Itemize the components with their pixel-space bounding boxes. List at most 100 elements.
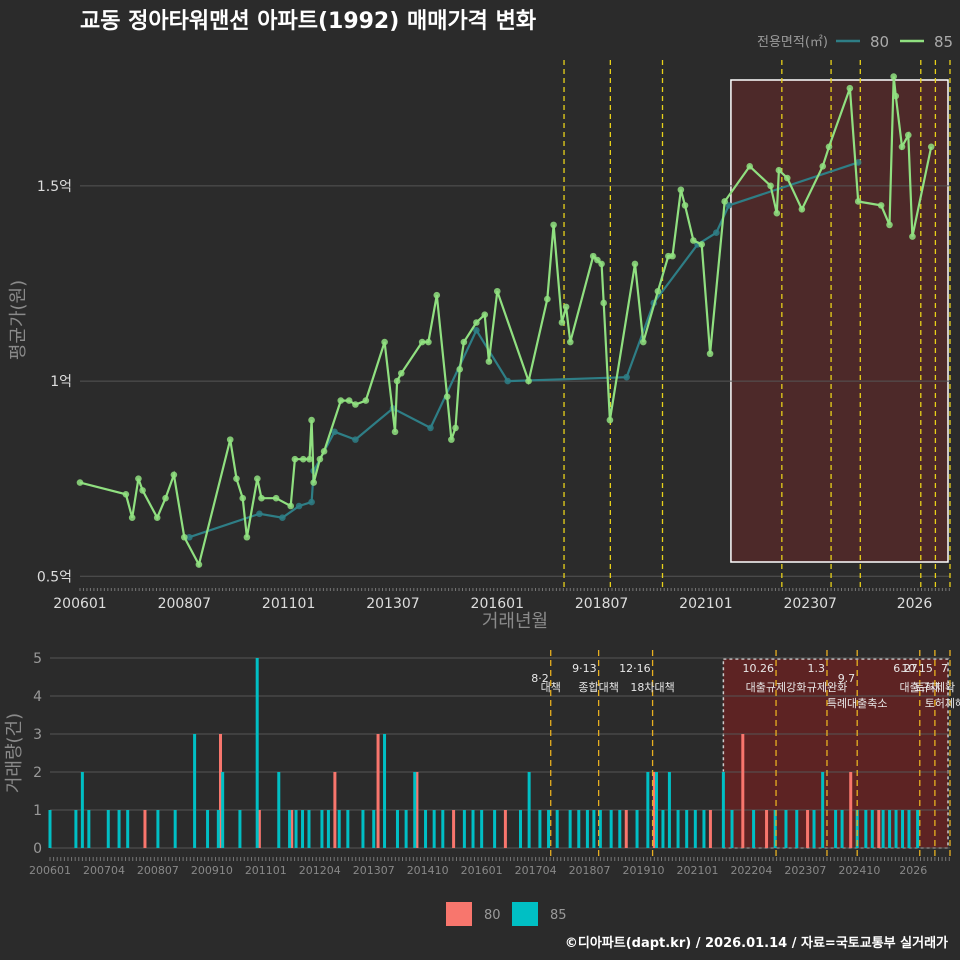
series-85-point [904, 131, 912, 139]
volume-bar-85 [527, 772, 531, 848]
series-85-point [452, 424, 459, 432]
volume-bar-85 [193, 734, 197, 848]
series-85-point [233, 475, 240, 482]
policy-date: 10.26 [743, 662, 775, 675]
volume-bar-80 [143, 810, 147, 848]
series-85-point [681, 202, 689, 209]
series-85-point [448, 436, 455, 443]
volume-y-tick: 1 [33, 803, 42, 819]
volume-bar-85 [156, 810, 160, 848]
volume-bar-85 [592, 810, 596, 848]
volume-bar-85 [721, 772, 725, 848]
volume-panel: 0 1 2 3 4 5 200601 200704 200807 200910 201101 2012… [4, 650, 960, 877]
series-85-point [226, 436, 234, 443]
volume-x-tick: 200807 [137, 864, 179, 877]
volume-bar-85 [117, 810, 121, 848]
price-x-tick: 202307 [783, 596, 836, 612]
series-85-point [443, 393, 451, 400]
volume-bar-85 [834, 810, 838, 848]
series-85-point [122, 490, 130, 498]
series-85-point [418, 338, 426, 346]
price-x-tick: 200601 [53, 596, 106, 612]
volume-bar-80 [849, 772, 853, 848]
volume-y-tick: 4 [33, 689, 42, 705]
volume-bar-80 [290, 810, 294, 848]
volume-bar-80 [877, 810, 881, 848]
series-85-point [562, 303, 570, 311]
series-80-point [504, 377, 511, 385]
series-85-point [877, 202, 885, 209]
volume-bar-80 [741, 734, 745, 848]
series-85-point [153, 514, 161, 522]
series-85-point [258, 494, 265, 502]
policy-date: 12·16 [619, 662, 651, 675]
volume-bar-85 [784, 810, 788, 848]
price-x-tick: 201307 [366, 596, 419, 612]
volume-bar-85 [577, 810, 581, 848]
series-85-point [558, 319, 566, 326]
volume-bar-85 [661, 810, 665, 848]
series-85-point [846, 84, 854, 92]
series-85-point [291, 455, 299, 463]
volume-x-tick: 202410 [838, 864, 880, 877]
volume-bar-85 [206, 810, 210, 848]
volume-bar-80 [219, 734, 223, 848]
price-x-tick: 201101 [262, 596, 315, 612]
chart-title: 교동 정아타워맨션 아파트(1992) 매매가격 변화 [80, 9, 536, 34]
series-85-point [631, 260, 639, 268]
policy-date: 10.15 [901, 662, 933, 675]
volume-x-tick: 201307 [353, 864, 395, 877]
volume-bar-85 [337, 810, 341, 848]
series-80-point [331, 428, 338, 436]
volume-bar-85 [294, 810, 298, 848]
series-85-point [337, 397, 345, 404]
series-85-point [481, 311, 489, 318]
series-80-point [279, 514, 286, 522]
volume-bar-85 [87, 810, 91, 848]
volume-x-tick: 201704 [515, 864, 557, 877]
policy-label: 18차대책 [630, 681, 674, 694]
volume-bar-80 [624, 810, 628, 848]
series-80-point [473, 327, 480, 334]
volume-bar-85 [881, 810, 885, 848]
volume-bar-80 [333, 772, 337, 848]
series-85-point [485, 358, 493, 365]
series-85-point [677, 186, 685, 194]
volume-bar-80 [257, 810, 261, 848]
volume-legend-swatch-85 [512, 902, 538, 926]
volume-bar-85 [901, 810, 905, 848]
volume-bar-85 [840, 810, 844, 848]
volume-legend: 80 85 [446, 902, 567, 926]
volume-bar-85 [80, 772, 84, 848]
series-85-point [854, 198, 862, 205]
volume-bar-85 [413, 772, 417, 848]
series-85-point [345, 397, 353, 404]
volume-bar-85 [693, 810, 697, 848]
series-80-point [256, 510, 263, 518]
volume-x-tick: 201204 [299, 864, 341, 877]
series-80-point [427, 424, 434, 432]
volume-bar-85 [646, 772, 650, 848]
series-85-point [320, 448, 328, 455]
series-85-point [306, 455, 313, 463]
series-85-point [892, 92, 900, 100]
series-85-point [195, 561, 203, 568]
policy-label: 대출규제 [900, 681, 940, 694]
volume-bar-85 [821, 772, 825, 848]
volume-bar-85 [372, 810, 376, 848]
series-85-point [181, 533, 188, 541]
series-85-point [391, 428, 399, 436]
volume-bar-85 [538, 810, 542, 848]
volume-y-tick: 5 [33, 651, 42, 667]
series-85-point [397, 369, 405, 377]
volume-bar-85 [238, 810, 242, 848]
series-85-point [606, 416, 614, 424]
volume-bar-85 [752, 810, 756, 848]
volume-bar-85 [609, 810, 613, 848]
volume-bar-85 [864, 810, 868, 848]
volume-bar-85 [519, 810, 523, 848]
series-85-point [243, 533, 251, 541]
price-x-tick: 200807 [158, 596, 211, 612]
series-85-point [909, 233, 916, 240]
volume-bar-85 [702, 810, 706, 848]
